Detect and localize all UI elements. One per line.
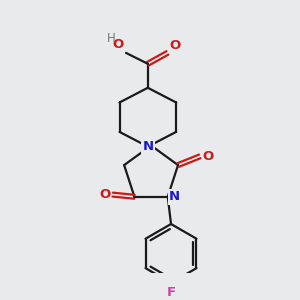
Text: N: N xyxy=(169,190,180,203)
Text: F: F xyxy=(167,286,176,299)
Text: O: O xyxy=(112,38,124,51)
Text: O: O xyxy=(202,150,213,163)
Text: O: O xyxy=(169,39,181,52)
Text: N: N xyxy=(142,140,153,153)
Text: O: O xyxy=(99,188,110,201)
Text: H: H xyxy=(106,32,115,45)
